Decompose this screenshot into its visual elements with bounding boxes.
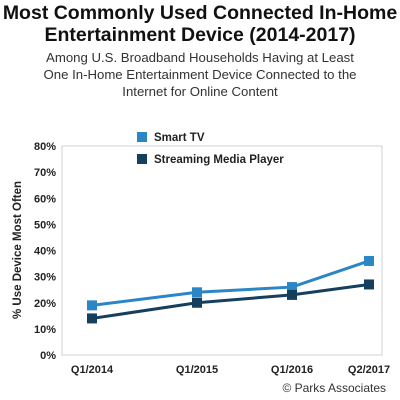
y-tick-label: 30% [34,272,56,284]
series-line-1 [91,259,370,307]
chart-title: Most Commonly Used Connected In-Home Ent… [0,2,400,46]
subtitle-line-3: Internet for Online Content [122,84,278,99]
y-tick-label: 70% [34,167,56,179]
series-2-point [364,279,374,290]
series-2-point [87,313,97,324]
credit-text: © Parks Associates [282,381,386,395]
subtitle-line-2: One In-Home Entertainment Device Connect… [43,67,357,82]
series-1-point [287,282,297,293]
x-axis: Q1/2014 Q1/2015 Q1/2016 Q2/2017 [71,364,390,376]
legend-swatch [137,154,147,164]
y-tick-label: 10% [34,324,56,336]
y-axis-label: % Use Device Most Often [12,181,24,319]
plot-area-border [61,145,383,356]
legend: Smart TV Streaming Media Player [137,132,284,166]
series-line-2 [91,282,370,320]
series-2-point [192,297,202,308]
y-tick-label: 0% [40,350,56,362]
legend-label: Smart TV [154,132,205,144]
x-tick-label: Q1/2015 [176,364,218,376]
x-tick-label: Q1/2016 [271,364,313,376]
chart-subtitle: Among U.S. Broadband Households Having a… [10,49,390,100]
series-layer [87,255,374,324]
series-1-point [192,287,202,298]
y-tick-label: 40% [34,246,56,258]
y-tick-label: 50% [34,219,56,231]
series-1-point [87,300,97,311]
y-axis: 0% 10% 20% 30% 40% 50% 60% 70% 80% [34,141,56,362]
legend-swatch [137,132,147,142]
series-2-point [287,289,297,300]
x-tick-label: Q2/2017 [348,364,390,376]
title-line-1: Most Commonly Used Connected In-Home [2,2,398,24]
x-tick-label: Q1/2014 [71,364,114,376]
y-tick-label: 80% [34,141,56,153]
title-line-2: Entertainment Device (2014-2017) [44,24,356,46]
subtitle-line-1: Among U.S. Broadband Households Having a… [46,50,354,65]
y-tick-label: 20% [34,298,56,310]
y-tick-label: 60% [34,193,56,205]
series-1-point [364,255,374,266]
legend-label: Streaming Media Player [154,154,284,166]
